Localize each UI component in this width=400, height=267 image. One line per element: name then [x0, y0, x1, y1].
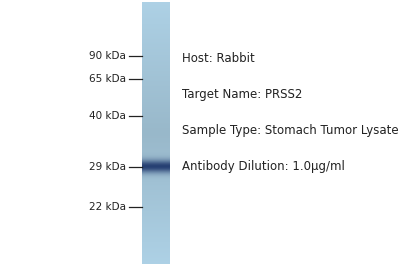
Text: Antibody Dilution: 1.0μg/ml: Antibody Dilution: 1.0μg/ml — [182, 160, 345, 173]
Text: 40 kDa: 40 kDa — [89, 111, 126, 121]
Text: 29 kDa: 29 kDa — [89, 162, 126, 172]
Text: 22 kDa: 22 kDa — [89, 202, 126, 212]
Text: 65 kDa: 65 kDa — [89, 74, 126, 84]
Text: Host: Rabbit: Host: Rabbit — [182, 52, 255, 65]
Text: Target Name: PRSS2: Target Name: PRSS2 — [182, 88, 302, 101]
Text: 90 kDa: 90 kDa — [89, 51, 126, 61]
Text: Sample Type: Stomach Tumor Lysate: Sample Type: Stomach Tumor Lysate — [182, 124, 399, 137]
